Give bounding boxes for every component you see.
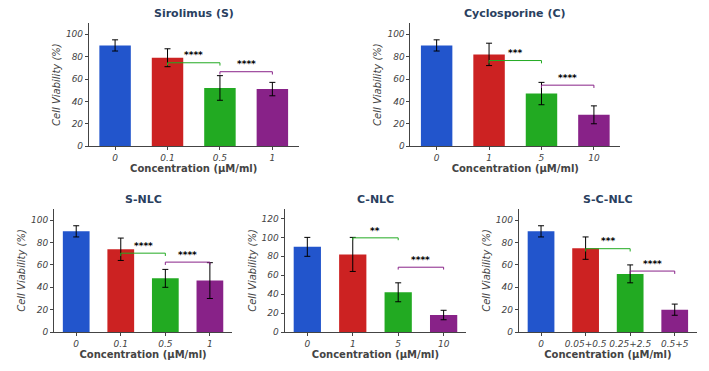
svg-text:Sirolimus (S): Sirolimus (S) — [154, 7, 234, 20]
svg-text:****: **** — [178, 250, 197, 260]
svg-text:60: 60 — [267, 270, 279, 280]
svg-text:0: 0 — [73, 339, 79, 349]
svg-text:40: 40 — [267, 289, 279, 299]
svg-text:10: 10 — [588, 153, 600, 163]
svg-text:60: 60 — [502, 260, 514, 270]
svg-text:80: 80 — [72, 52, 84, 62]
svg-text:Concentration (μM/ml): Concentration (μM/ml) — [544, 349, 671, 360]
svg-text:80: 80 — [502, 238, 514, 248]
svg-text:1: 1 — [486, 153, 492, 163]
svg-text:100: 100 — [262, 233, 279, 243]
svg-text:****: **** — [643, 259, 662, 269]
svg-text:Concentration (μM/ml): Concentration (μM/ml) — [130, 163, 257, 174]
svg-text:0: 0 — [507, 327, 513, 337]
svg-text:Cell Viability (%): Cell Viability (%) — [51, 43, 62, 126]
svg-text:Cell Viability (%): Cell Viability (%) — [481, 229, 492, 312]
svg-text:0: 0 — [77, 141, 83, 151]
svg-text:****: **** — [558, 73, 577, 83]
svg-text:***: *** — [508, 48, 522, 58]
svg-text:Cell Viability (%): Cell Viability (%) — [16, 229, 27, 312]
svg-text:40: 40 — [393, 97, 405, 107]
svg-text:0: 0 — [42, 327, 48, 337]
svg-text:0: 0 — [304, 339, 310, 349]
svg-text:100: 100 — [387, 29, 404, 39]
svg-text:0: 0 — [399, 141, 405, 151]
svg-text:100: 100 — [496, 215, 513, 225]
svg-text:20: 20 — [37, 305, 49, 315]
svg-text:100: 100 — [66, 29, 83, 39]
svg-text:0: 0 — [112, 153, 118, 163]
svg-text:0.1: 0.1 — [114, 339, 128, 349]
svg-text:Concentration (μM/ml): Concentration (μM/ml) — [452, 163, 579, 174]
svg-text:0.5+5: 0.5+5 — [661, 339, 689, 349]
svg-text:0: 0 — [538, 339, 544, 349]
svg-text:1: 1 — [350, 339, 356, 349]
svg-text:0.05+0.5: 0.05+0.5 — [565, 339, 607, 349]
svg-text:60: 60 — [37, 260, 49, 270]
svg-text:0: 0 — [273, 327, 279, 337]
svg-text:1: 1 — [270, 153, 276, 163]
svg-text:****: **** — [237, 59, 256, 69]
svg-text:80: 80 — [267, 251, 279, 261]
svg-text:S-C-NLC: S-C-NLC — [583, 193, 633, 206]
svg-text:0.5: 0.5 — [213, 153, 228, 163]
svg-text:60: 60 — [72, 74, 84, 84]
svg-text:***: *** — [601, 236, 615, 246]
svg-text:0.5: 0.5 — [158, 339, 173, 349]
svg-text:S-NLC: S-NLC — [125, 193, 162, 206]
svg-text:20: 20 — [502, 305, 514, 315]
svg-text:80: 80 — [37, 238, 49, 248]
svg-text:40: 40 — [72, 97, 84, 107]
svg-text:40: 40 — [502, 282, 514, 292]
svg-text:****: **** — [184, 50, 203, 60]
svg-text:20: 20 — [72, 119, 84, 129]
svg-text:20: 20 — [393, 119, 405, 129]
svg-text:0.25+2.5: 0.25+2.5 — [609, 339, 651, 349]
svg-text:0: 0 — [434, 153, 440, 163]
svg-text:10: 10 — [438, 339, 450, 349]
svg-text:5: 5 — [539, 153, 545, 163]
svg-text:0.1: 0.1 — [160, 153, 174, 163]
svg-text:****: **** — [134, 241, 153, 251]
svg-text:5: 5 — [395, 339, 401, 349]
svg-text:60: 60 — [393, 74, 405, 84]
svg-text:Cell Viability (%): Cell Viability (%) — [372, 43, 383, 126]
svg-text:1: 1 — [207, 339, 213, 349]
svg-text:****: **** — [411, 255, 430, 265]
svg-text:C-NLC: C-NLC — [357, 193, 394, 206]
svg-text:100: 100 — [31, 215, 48, 225]
svg-text:**: ** — [370, 226, 380, 236]
svg-text:Concentration (μM/ml): Concentration (μM/ml) — [79, 349, 206, 360]
svg-text:40: 40 — [37, 282, 49, 292]
svg-text:20: 20 — [267, 308, 279, 318]
svg-text:Cyclosporine (C): Cyclosporine (C) — [464, 7, 566, 20]
svg-text:80: 80 — [393, 52, 405, 62]
svg-text:Concentration (μM/ml): Concentration (μM/ml) — [312, 349, 439, 360]
svg-text:Cell Viability (%): Cell Viability (%) — [247, 229, 258, 312]
svg-text:120: 120 — [262, 214, 279, 224]
